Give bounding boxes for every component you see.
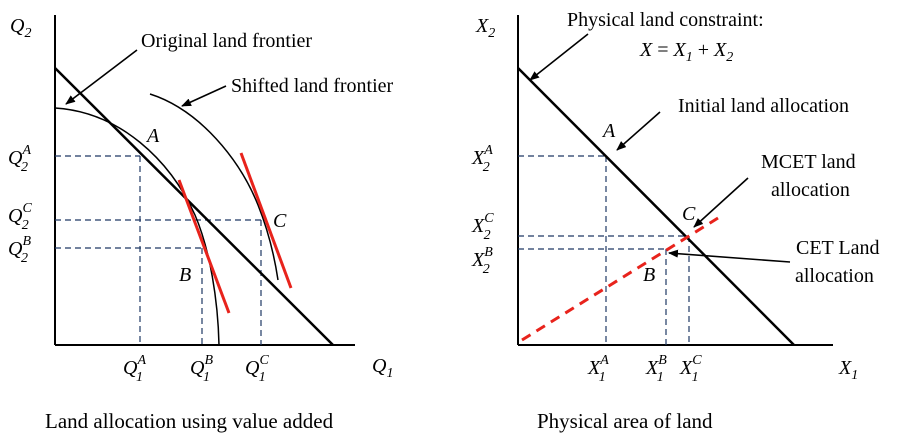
point-c-right: C	[682, 203, 696, 225]
point-a-right: A	[601, 120, 616, 142]
original-frontier-label: Original land frontier	[141, 30, 312, 52]
tick-q2a: QA 2	[8, 143, 31, 175]
shifted-frontier-arrow	[181, 85, 227, 107]
mcet-label-line2: allocation	[771, 179, 850, 201]
left-tangent-c	[239, 152, 293, 289]
original-land-frontier	[54, 107, 220, 346]
right-y-axis-label: X2	[475, 15, 495, 41]
tick-x2a: XA 2	[471, 143, 493, 175]
right-x-axis-label: X1	[838, 357, 858, 383]
shifted-land-frontier	[149, 93, 279, 281]
point-c-left: C	[273, 210, 287, 232]
initial-allocation-arrow	[616, 111, 661, 151]
tick-x2b: XB 2	[471, 245, 493, 277]
left-x-axis-label: Q1	[372, 355, 393, 381]
constraint-title: Physical land constraint:	[567, 9, 764, 31]
tick-x2c: XC 2	[471, 211, 494, 243]
point-a-left: A	[145, 125, 160, 147]
right-caption: Physical area of land	[537, 409, 713, 433]
tick-x1b: XB 1	[645, 353, 667, 385]
point-b-left: B	[179, 264, 191, 286]
tick-x1a: XA 1	[587, 353, 609, 385]
left-caption: Land allocation using value added	[45, 409, 334, 433]
left-panel: Q2 Q1 Original land frontier Shifted lan…	[8, 15, 394, 433]
shifted-frontier-label: Shifted land frontier	[231, 75, 394, 97]
tick-x1c: XC 1	[679, 353, 702, 385]
mcet-arrow	[693, 177, 749, 228]
cet-label-line1: CET Land	[796, 237, 880, 259]
mcet-label-line1: MCET land	[761, 151, 856, 173]
tick-q1a: QA 1	[123, 353, 146, 385]
tick-q1c: QC 1	[245, 353, 269, 385]
left-y-axis-label: Q2	[10, 15, 31, 41]
tick-q2c: QC 2	[8, 201, 32, 233]
tick-q2b: QB 2	[8, 234, 31, 266]
constraint-equation: X = X1 + X2	[639, 39, 733, 65]
cet-arrow	[668, 249, 791, 263]
point-b-right: B	[643, 264, 655, 286]
initial-allocation-label: Initial land allocation	[678, 95, 849, 117]
cet-expansion-line	[521, 216, 719, 342]
right-guides	[518, 155, 690, 345]
tick-q1b: QB 1	[190, 353, 213, 385]
cet-label-line2: allocation	[795, 265, 874, 287]
left-price-line	[54, 67, 334, 346]
left-tangent-b	[177, 179, 231, 314]
physical-land-constraint-line	[517, 67, 795, 346]
right-panel: X2 X1 Physical land constraint: X = X1 +…	[471, 9, 880, 433]
left-guides	[55, 155, 262, 345]
original-frontier-arrow	[65, 49, 138, 105]
constraint-arrow	[529, 33, 589, 81]
